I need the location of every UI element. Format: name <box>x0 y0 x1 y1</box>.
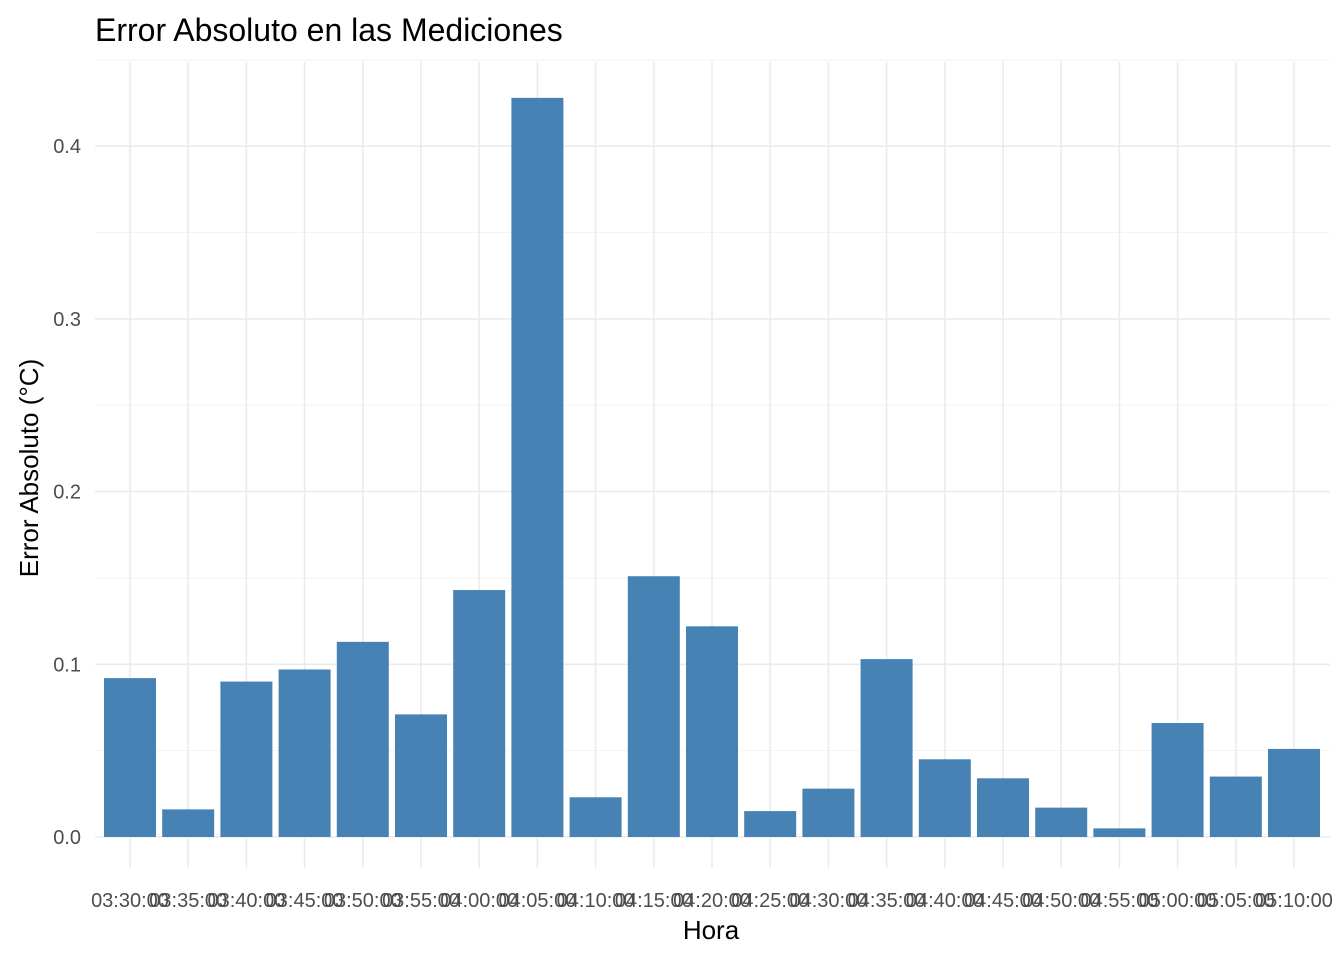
bar <box>744 811 797 837</box>
x-tick-label: 05:00:00 <box>1139 890 1217 912</box>
x-tick-label: 04:25:00 <box>731 890 809 912</box>
y-axis-title: Error Absoluto (°C) <box>14 359 44 577</box>
x-tick-label: 03:45:00 <box>266 890 344 912</box>
x-tick-label: 04:15:00 <box>615 890 693 912</box>
bar <box>104 678 156 837</box>
bar <box>860 659 913 837</box>
x-tick-label: 03:35:00 <box>149 890 227 912</box>
y-tick-label: 0.0 <box>53 827 81 849</box>
bar <box>1151 723 1204 837</box>
bar <box>511 97 564 838</box>
x-tick-label: 04:55:00 <box>1080 890 1158 912</box>
x-tick-label: 04:45:00 <box>964 890 1042 912</box>
x-tick-label: 04:05:00 <box>498 890 576 912</box>
x-tick-label: 03:50:00 <box>324 890 402 912</box>
x-axis-title: Hora <box>683 915 740 945</box>
bar <box>1209 776 1262 837</box>
bar <box>162 809 215 837</box>
x-tick-label: 05:05:00 <box>1197 890 1275 912</box>
bar <box>220 681 273 837</box>
chart-title: Error Absoluto en las Mediciones <box>95 12 563 48</box>
y-tick-label: 0.2 <box>53 482 81 504</box>
x-tick-label: 04:40:00 <box>906 890 984 912</box>
x-tick-label: 03:40:00 <box>207 890 285 912</box>
bar <box>802 788 855 837</box>
bar <box>395 714 447 837</box>
x-tick-label: 05:10:00 <box>1255 890 1333 912</box>
x-tick-label: 04:35:00 <box>848 890 926 912</box>
x-axis-tick-labels: 03:30:0003:35:0003:40:0003:45:0003:50:00… <box>91 890 1333 912</box>
x-tick-label: 04:10:00 <box>557 890 635 912</box>
bar <box>627 576 680 837</box>
bar <box>569 797 622 837</box>
bar <box>686 626 738 837</box>
y-tick-label: 0.4 <box>53 136 81 158</box>
y-axis-tick-labels: 0.0 0.1 0.2 0.3 0.4 <box>53 136 81 849</box>
bars <box>104 97 1320 838</box>
x-tick-label: 04:50:00 <box>1022 890 1100 912</box>
bar <box>1268 748 1320 837</box>
bar <box>918 759 971 837</box>
bar <box>336 641 389 837</box>
y-tick-label: 0.3 <box>53 309 81 331</box>
bar <box>1093 828 1146 837</box>
bar <box>278 669 331 837</box>
bar <box>453 590 506 837</box>
bar <box>1035 807 1088 837</box>
x-tick-label: 04:30:00 <box>789 890 867 912</box>
x-tick-label: 04:00:00 <box>440 890 518 912</box>
bar <box>977 778 1029 837</box>
x-tick-label: 04:20:00 <box>673 890 751 912</box>
x-tick-label: 03:30:00 <box>91 890 169 912</box>
x-tick-label: 03:55:00 <box>382 890 460 912</box>
y-tick-label: 0.1 <box>53 654 81 676</box>
